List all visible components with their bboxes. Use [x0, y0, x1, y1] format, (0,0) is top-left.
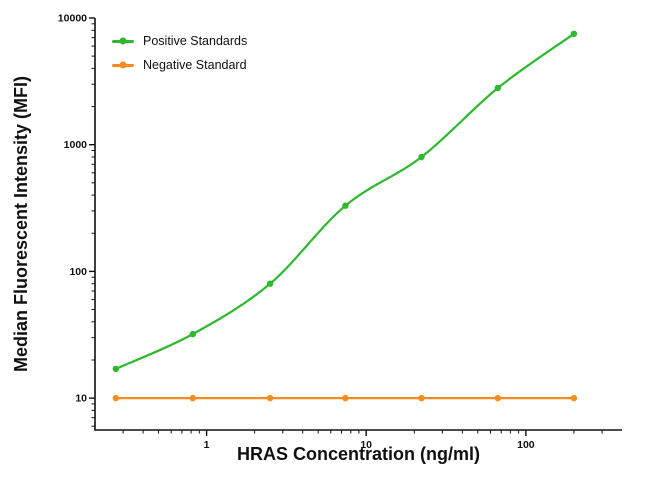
series-line-0 — [114, 32, 575, 370]
data-point — [112, 394, 120, 402]
legend: Positive Standards Negative Standard — [112, 34, 247, 72]
negative-standard-marker — [112, 61, 134, 69]
y-tick-label: 1000 — [64, 139, 88, 151]
positive-standards-marker — [112, 37, 134, 45]
x-tick-label: 10 — [360, 439, 372, 451]
y-axis-label: Median Fluorescent Intensity (MFI) — [11, 75, 31, 373]
data-point — [342, 202, 349, 209]
data-point — [266, 394, 274, 402]
legend-label-negative-standard: Negative Standard — [143, 58, 247, 72]
y-tick-label: 10 — [75, 393, 87, 405]
marker-dot-icon — [119, 37, 127, 45]
data-point — [570, 30, 578, 37]
legend-label-positive-standards: Positive Standards — [143, 34, 248, 48]
marker-dot-icon — [119, 61, 127, 69]
legend-item-positive-standards: Positive Standards — [112, 34, 247, 48]
x-axis-label: HRAS Concentration (ng/ml) — [237, 444, 480, 464]
legend-item-negative-standard: Negative Standard — [112, 58, 247, 72]
data-point — [342, 394, 349, 402]
y-tick-label: 100 — [69, 266, 87, 278]
data-point — [189, 394, 196, 402]
data-point — [494, 84, 501, 92]
x-tick-label: 100 — [517, 439, 535, 451]
data-point — [266, 280, 274, 287]
data-point — [189, 330, 196, 338]
data-point — [112, 365, 120, 373]
data-point — [418, 394, 425, 402]
axes-spine — [94, 18, 622, 431]
data-point — [570, 394, 578, 402]
y-tick-label: 10000 — [58, 13, 87, 25]
x-tick-label: 1 — [204, 439, 210, 451]
data-point — [494, 394, 501, 402]
data-point — [418, 153, 425, 161]
